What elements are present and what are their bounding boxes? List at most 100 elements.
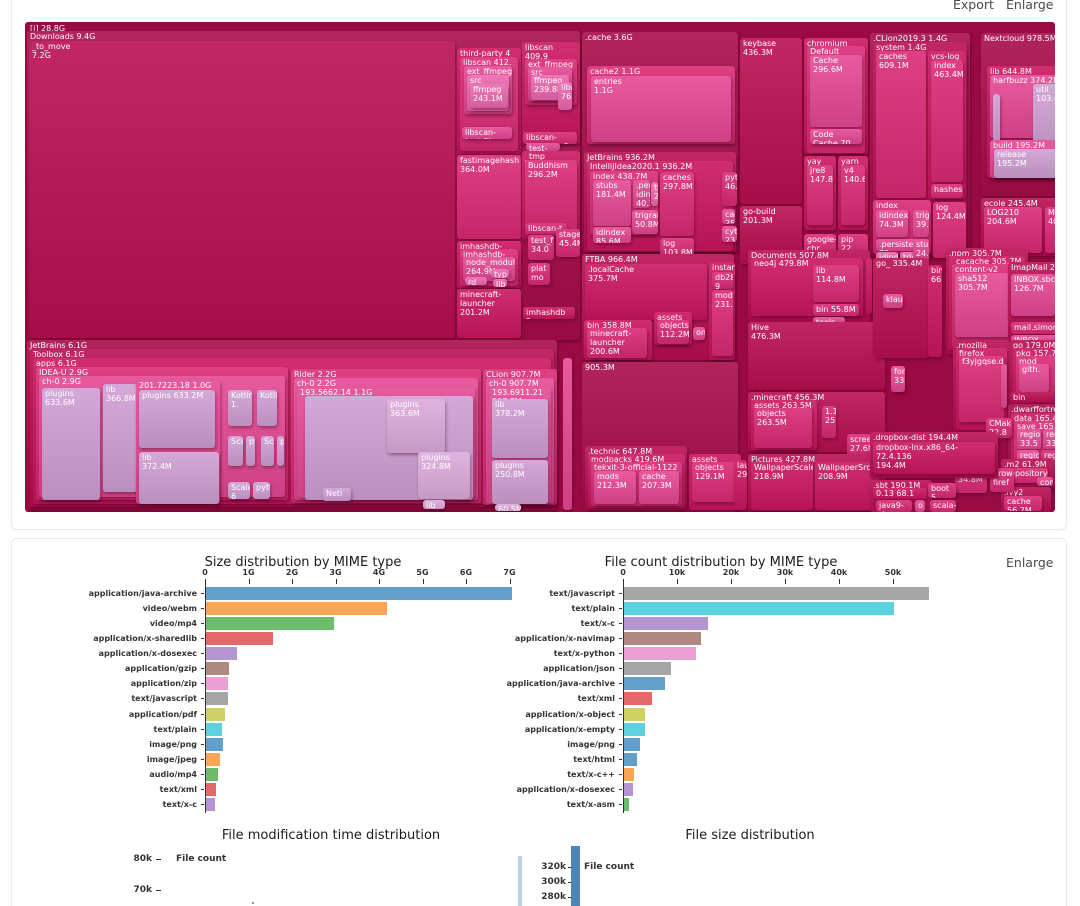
- treemap-block[interactable]: imhashdb 2: [523, 307, 575, 319]
- treemap-block[interactable]: Scal: [228, 436, 243, 466]
- treemap-block[interactable]: o: [915, 500, 925, 512]
- treemap-block[interactable]: v4 140.6M: [841, 165, 865, 225]
- treemap-block[interactable]: jre8 147.8M: [807, 165, 833, 225]
- treemap-block[interactable]: con: [1037, 477, 1053, 486]
- treemap-block[interactable]: log 103.8M: [660, 238, 694, 258]
- treemap-block[interactable]: [866, 258, 872, 314]
- treemap-block[interactable]: lib 372.4M: [139, 452, 219, 504]
- treemap-block[interactable]: .persistent 73.: [876, 239, 916, 251]
- treemap-block[interactable]: Scala 6: [228, 482, 250, 499]
- treemap-block[interactable]: .localCache 375.7M: [585, 264, 707, 320]
- treemap-block[interactable]: boot 5: [928, 483, 956, 498]
- treemap-block[interactable]: mods 212.3M: [594, 471, 636, 504]
- treemap-block[interactable]: trigr: [900, 252, 916, 261]
- treemap-block[interactable]: pyt 46.: [722, 172, 737, 206]
- treemap-block[interactable]: minecraft-launcher 201.2M: [457, 289, 521, 338]
- treemap-block[interactable]: ffmpeg 243.1M: [470, 84, 508, 108]
- treemap-block[interactable]: lib 114.8M: [813, 265, 859, 302]
- treemap-block[interactable]: LOG210 204.6M: [984, 207, 1042, 253]
- treemap-block[interactable]: reg 33.: [1043, 429, 1055, 449]
- treemap-block[interactable]: tools: [813, 317, 845, 325]
- treemap-block[interactable]: trigrar 39.5M: [913, 210, 929, 237]
- treemap-block[interactable]: tr 28: [651, 182, 658, 206]
- treemap-block[interactable]: objects 129.1M: [692, 462, 738, 502]
- treemap-block[interactable]: libav 76.5: [558, 82, 572, 110]
- enlarge-treemap-button[interactable]: Enlarge: [1006, 0, 1054, 12]
- enlarge-charts-button[interactable]: Enlarge: [1006, 555, 1054, 570]
- treemap-block[interactable]: Kotlin 1.: [228, 390, 252, 426]
- treemap-block[interactable]: Sca: [261, 436, 274, 466]
- treemap-block[interactable]: typ: [491, 269, 509, 278]
- treemap-block[interactable]: go_ 335.4M: [873, 258, 929, 358]
- treemap-block[interactable]: lib 378.2M: [492, 399, 548, 458]
- treemap-block[interactable]: plat mo: [528, 263, 550, 285]
- treemap-block[interactable]: plugins 633.6M: [42, 388, 100, 500]
- treemap-block[interactable]: idindex: [876, 252, 898, 261]
- treemap-block[interactable]: caches 297.8M: [660, 172, 694, 236]
- treemap-block[interactable]: util 103.4: [1033, 84, 1055, 156]
- treemap-block[interactable]: py: [277, 436, 284, 466]
- treemap-block[interactable]: Code Cache 70.: [810, 129, 862, 144]
- treemap-block[interactable]: scala-: [930, 500, 956, 512]
- treemap-block[interactable]: plugins 324.8M: [418, 452, 470, 499]
- treemap[interactable]: [i] 28.8G Downloads 9.4G _to_move 7.2G thi…: [25, 22, 1055, 512]
- treemap-block[interactable]: py: [246, 436, 255, 466]
- treemap-block[interactable]: Hive 476.3M: [748, 322, 885, 390]
- treemap-block[interactable]: Kotlin: [257, 390, 277, 426]
- treemap-block[interactable]: lau 29.: [734, 460, 747, 510]
- treemap-block[interactable]: test-files: [526, 143, 560, 151]
- export-button[interactable]: Export: [953, 0, 994, 12]
- treemap-block[interactable]: gith.: [1019, 364, 1049, 392]
- treemap-block[interactable]: f3yjgqse.defau: [959, 356, 1004, 422]
- treemap-block[interactable]: INBOX.sbc 126.7M: [1011, 274, 1055, 316]
- treemap-block[interactable]: Netl: [323, 488, 351, 501]
- treemap-block[interactable]: java9-rt- 68.1M: [876, 500, 912, 512]
- treemap-block[interactable]: Cache 296.6M: [810, 55, 862, 127]
- treemap-block[interactable]: lib: [423, 500, 445, 509]
- treemap-block[interactable]: release 195.2M: [994, 149, 1055, 178]
- treemap-block[interactable]: plugins 633.2M: [139, 390, 215, 448]
- treemap-block[interactable]: fastimagehash 364.0M: [457, 155, 521, 239]
- treemap-block[interactable]: pyth: [253, 482, 270, 499]
- treemap-block[interactable]: db28ac3c-9: [712, 272, 733, 289]
- treemap-block[interactable]: on: [693, 327, 705, 340]
- treemap-block[interactable]: cache 56.7M: [1004, 496, 1042, 511]
- treemap-block[interactable]: objects 112.2M: [657, 320, 689, 344]
- treemap-block[interactable]: caches 609.1M: [876, 51, 926, 198]
- treemap-block[interactable]: keybase 436.3M: [740, 38, 802, 204]
- treemap-block[interactable]: cyth 23.9: [722, 226, 737, 242]
- treemap-block[interactable]: for 33.: [891, 366, 905, 392]
- treemap-block[interactable]: lib 366.8M: [103, 384, 137, 492]
- treemap-block[interactable]: stubs 24.9M: [913, 239, 929, 261]
- treemap-block[interactable]: stage 45.4M: [556, 229, 580, 257]
- treemap-block[interactable]: stubs 181.4M: [593, 180, 631, 226]
- treemap-block[interactable]: test_f 34.0: [528, 235, 554, 260]
- treemap-block[interactable]: dropbox-lnx.x86_64-72.4.136 194.4M: [873, 442, 995, 474]
- treemap-block[interactable]: mail.simon98: [1011, 322, 1055, 334]
- treemap-block[interactable]: 1.1 25: [822, 406, 836, 438]
- treemap-block[interactable]: idindex 85.6M: [593, 227, 631, 243]
- treemap-block[interactable]: idindex 74.3M: [876, 210, 908, 237]
- treemap-block[interactable]: mods 231.9M: [712, 290, 733, 356]
- treemap-block[interactable]: [1001, 364, 1007, 408]
- treemap-block[interactable]: index 463.4M: [931, 60, 963, 182]
- treemap-block[interactable]: entries 1.1G: [591, 76, 731, 142]
- treemap-block[interactable]: [563, 358, 572, 510]
- treemap-block[interactable]: .persis idin 40.2: [633, 180, 650, 208]
- treemap-block[interactable]: cache 207.3M: [639, 471, 679, 504]
- treemap-block[interactable]: bin 55.8M: [813, 304, 859, 316]
- treemap-block[interactable]: bin: [1010, 392, 1055, 403]
- treemap-block[interactable]: libscan-test-file: [462, 127, 512, 139]
- treemap-block[interactable]: trigram.s 50.8M: [632, 210, 658, 234]
- treemap-block[interactable]: hashes: [931, 184, 963, 198]
- treemap-block[interactable]: bin 66.1: [928, 265, 942, 357]
- treemap-block[interactable]: [993, 94, 1000, 144]
- treemap-block[interactable]: cac 25.: [722, 209, 735, 224]
- treemap-block[interactable]: klau: [883, 294, 903, 308]
- treemap-block[interactable]: 0.13 68.1: [873, 488, 927, 499]
- treemap-block[interactable]: MAT 40.1: [1045, 207, 1055, 253]
- treemap-block[interactable]: minecraft-launcher 200.6M: [587, 328, 647, 358]
- treemap-block[interactable]: plugins 250.8M: [492, 460, 548, 504]
- treemap-block[interactable]: sha512 305.7M: [955, 273, 1013, 337]
- treemap-block[interactable]: lib: [493, 279, 507, 287]
